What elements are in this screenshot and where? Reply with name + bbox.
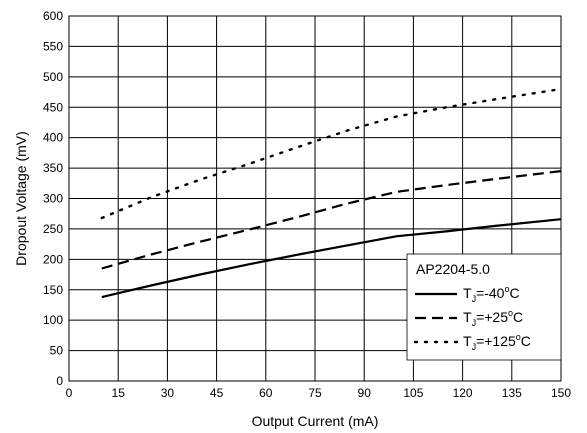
- x-tick-label: 15: [112, 386, 126, 400]
- legend-label-unit: C: [521, 333, 531, 349]
- x-tick-label: 60: [259, 386, 273, 400]
- legend-label-base: T: [463, 333, 472, 349]
- x-tick-label: 135: [502, 386, 522, 400]
- legend-label-unit: C: [513, 309, 523, 325]
- legend-label-value: =+25: [476, 309, 508, 325]
- legend-label-sup: o: [516, 332, 521, 342]
- legend-label-sub: J: [472, 294, 477, 304]
- x-axis-ticks: 0 15 30 45 60 75 90 105 120 135 150: [66, 386, 572, 400]
- y-tick-label: 450: [43, 100, 63, 114]
- legend-label-base: T: [463, 285, 472, 301]
- y-tick-label: 350: [43, 161, 63, 175]
- legend-label-sup: o: [504, 284, 509, 294]
- y-axis-ticks: 0 50 100 150 200 250 300 350 400 450 500 550 600: [43, 9, 63, 388]
- y-tick-label: 500: [43, 70, 63, 84]
- legend-label-value: =+125: [476, 333, 516, 349]
- series-line-dashed: [101, 170, 562, 270]
- y-axis-title: Dropout Voltage (mV): [13, 131, 29, 266]
- y-tick-label: 200: [43, 252, 63, 266]
- legend-label: TJ=+25oC: [463, 308, 523, 328]
- x-tick-label: 75: [308, 386, 322, 400]
- y-tick-label: 300: [43, 192, 63, 206]
- x-tick-label: 0: [66, 386, 73, 400]
- x-tick-label: 120: [453, 386, 473, 400]
- y-tick-label: 600: [43, 9, 63, 23]
- legend-label-sub: J: [472, 342, 477, 352]
- x-tick-label: 150: [551, 386, 571, 400]
- legend-label-value: =-40: [476, 285, 505, 301]
- legend-label-sub: J: [472, 318, 477, 328]
- legend-title: AP2204-5.0: [416, 261, 490, 277]
- x-axis-title: Output Current (mA): [252, 413, 379, 429]
- plot-frame: [68, 15, 562, 382]
- y-tick-label: 0: [56, 374, 63, 388]
- legend-label: TJ=-40oC: [463, 284, 520, 304]
- y-tick-label: 250: [43, 222, 63, 236]
- x-tick-label: 45: [210, 386, 224, 400]
- legend-label: TJ=+125oC: [463, 332, 531, 352]
- legend-label-unit: C: [510, 285, 520, 301]
- x-tick-label: 90: [358, 386, 372, 400]
- y-tick-label: 100: [43, 313, 63, 327]
- series-line-solid: [101, 218, 562, 299]
- y-tick-label: 400: [43, 131, 63, 145]
- series-layer: [100, 87, 563, 299]
- x-tick-label: 105: [403, 386, 423, 400]
- legend-label-sup: o: [508, 308, 513, 318]
- legend-box: [406, 253, 562, 361]
- y-tick-label: 150: [43, 283, 63, 297]
- legend-label-base: T: [463, 309, 472, 325]
- series-line-dotted: [100, 87, 563, 220]
- y-tick-label: 550: [43, 39, 63, 53]
- y-tick-label: 50: [50, 344, 64, 358]
- x-tick-label: 30: [161, 386, 175, 400]
